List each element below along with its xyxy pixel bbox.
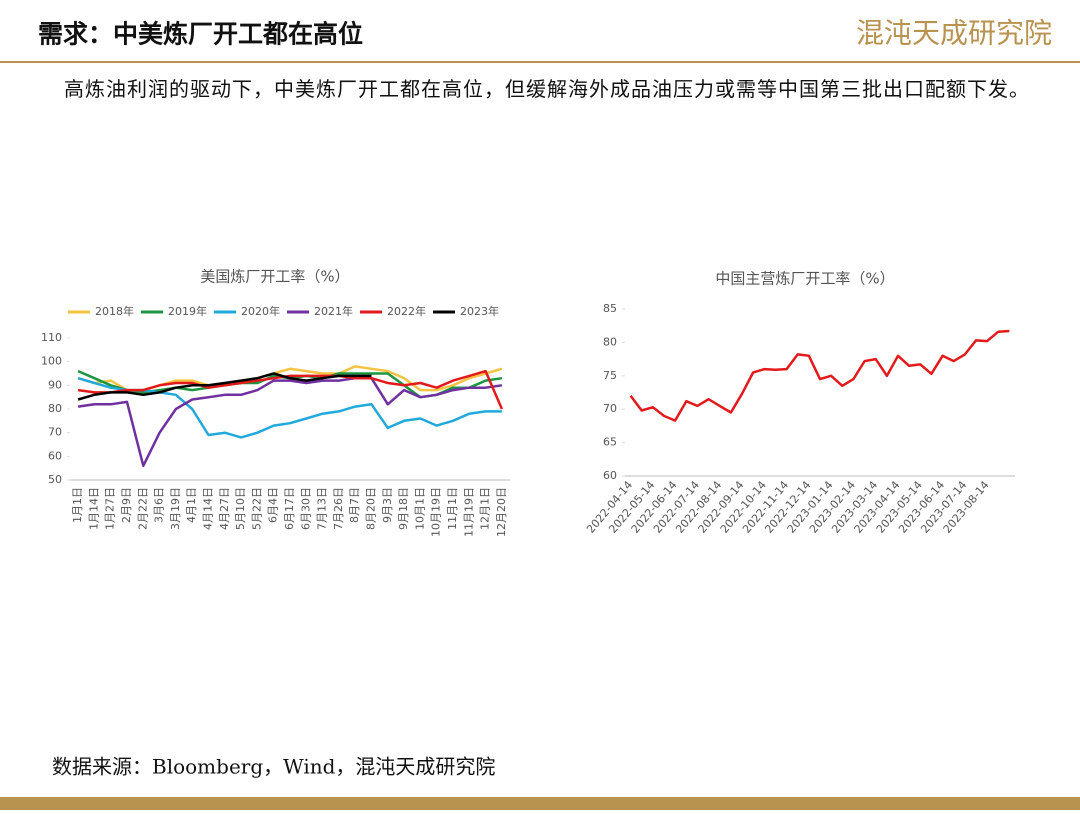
y-tick-label: 70 xyxy=(603,402,617,415)
legend-label: 2022年 xyxy=(387,304,426,318)
y-tick-label: 90 xyxy=(48,378,62,391)
source: 数据来源：Bloomberg，Wind，混沌天成研究院 xyxy=(52,755,495,779)
logo: 混沌天成研究院 xyxy=(856,17,1052,50)
x-tick-label: 6月30日 xyxy=(299,487,312,530)
x-tick-label: 8月7日 xyxy=(348,487,361,523)
footer-bar xyxy=(0,797,1080,810)
x-tick-label: 12月1日 xyxy=(479,487,492,530)
legend-label: 2021年 xyxy=(314,304,353,318)
y-tick-label: 70 xyxy=(48,426,62,439)
x-tick-label: 5月22日 xyxy=(250,487,263,530)
header-rule xyxy=(0,61,1080,63)
data-line xyxy=(77,376,503,468)
x-tick-label: 10月1日 xyxy=(413,487,426,530)
x-tick-label: 11月1日 xyxy=(446,487,459,530)
body-box: 高炼油利润的驱动下，中美炼厂开工都在高位，但缓解海外成品油压力或需等中国第三批出… xyxy=(64,77,1030,101)
chart-title: 美国炼厂开工率（%） xyxy=(200,268,349,286)
x-tick-label: 1月14日 xyxy=(87,487,100,530)
x-tick-label: 9月3日 xyxy=(381,487,394,523)
y-tick-label: 80 xyxy=(603,335,617,348)
x-tick-label: 5月10日 xyxy=(234,487,247,530)
data-line xyxy=(629,329,1010,422)
legend-label: 2019年 xyxy=(168,304,207,318)
chart-title: 中国主营炼厂开工率（%） xyxy=(715,270,894,288)
x-tick-label: 3月6日 xyxy=(153,487,166,523)
x-tick-label: 1月1日 xyxy=(71,487,84,523)
x-tick-label: 4月27日 xyxy=(218,487,231,530)
x-tick-label: 3月19日 xyxy=(169,487,182,530)
x-tick-label: 1月27日 xyxy=(104,487,117,530)
x-tick-label: 4月14日 xyxy=(202,487,215,530)
y-tick-label: 80 xyxy=(48,402,62,415)
x-tick-label: 2月9日 xyxy=(120,487,133,523)
x-tick-label: 10月19日 xyxy=(430,487,443,537)
slide-title: 需求：中美炼厂开工都在高位 xyxy=(38,20,363,49)
y-tick-label: 65 xyxy=(603,436,617,449)
x-tick-label: 12月20日 xyxy=(495,487,508,537)
legend-label: 2023年 xyxy=(460,304,499,318)
x-tick-label: 2月22日 xyxy=(136,487,149,530)
y-tick-label: 60 xyxy=(603,469,617,482)
x-tick-label: 8月20日 xyxy=(364,487,377,530)
body-text: 高炼油利润的驱动下，中美炼厂开工都在高位，但缓解海外成品油压力或需等中国第三批出… xyxy=(64,77,1030,101)
legend-label: 2018年 xyxy=(95,304,134,318)
x-tick-label: 9月18日 xyxy=(397,487,410,530)
legend-label: 2020年 xyxy=(241,304,280,318)
y-tick-label: 110 xyxy=(41,331,62,344)
y-tick-label: 50 xyxy=(48,473,62,486)
data-line xyxy=(77,372,372,401)
y-tick-label: 60 xyxy=(48,449,62,462)
data-line xyxy=(77,369,504,410)
x-tick-label: 6月17日 xyxy=(283,487,296,530)
x-tick-label: 4月1日 xyxy=(185,487,198,523)
data-line xyxy=(77,377,502,439)
y-tick-label: 100 xyxy=(41,355,62,368)
x-tick-label: 6月4日 xyxy=(267,487,280,523)
x-tick-label: 11月19日 xyxy=(462,487,475,537)
x-tick-label: 7月13日 xyxy=(316,487,329,530)
x-tick-label: 7月26日 xyxy=(332,487,345,530)
y-tick-label: 75 xyxy=(603,369,617,382)
y-tick-label: 85 xyxy=(603,302,617,315)
